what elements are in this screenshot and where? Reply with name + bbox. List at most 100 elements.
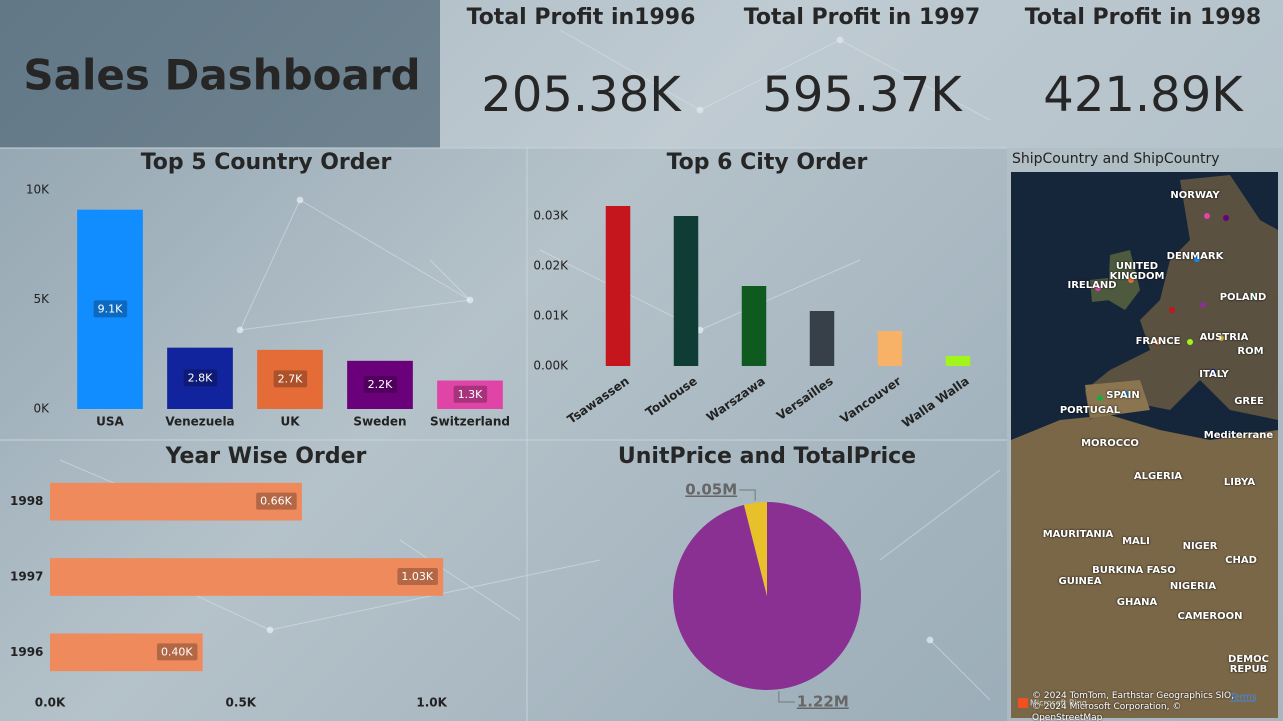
x-tick-label: Tsawassen bbox=[565, 374, 632, 427]
x-tick-label: UK bbox=[280, 415, 300, 429]
map-land bbox=[1011, 175, 1278, 718]
x-tick-label: Sweden bbox=[353, 415, 406, 429]
map-label: Mediterrane bbox=[1203, 431, 1274, 441]
x-tick-label: Switzerland bbox=[430, 415, 510, 429]
leader-line bbox=[778, 691, 795, 703]
value-label-bg bbox=[273, 370, 308, 388]
bar bbox=[50, 558, 444, 596]
kpi-value: 205.38K bbox=[481, 67, 682, 123]
x-tick-label: 1.0K bbox=[416, 696, 447, 710]
map-label: MALI bbox=[1122, 536, 1150, 547]
value-label: 2.2K bbox=[368, 378, 393, 391]
value-label: 0.40K bbox=[161, 645, 193, 658]
bar bbox=[945, 356, 971, 366]
value-label: 9.1K bbox=[98, 302, 123, 315]
value-label: 2.7K bbox=[278, 372, 303, 385]
map-label: DENMARK bbox=[1166, 251, 1224, 262]
value-label: 0.66K bbox=[260, 495, 292, 508]
kpi-value: 421.89K bbox=[1043, 67, 1244, 123]
chart-title: Top 5 Country Order bbox=[141, 150, 392, 175]
map-logo-icon bbox=[1018, 698, 1028, 708]
map-label: BURKINA FASO bbox=[1092, 565, 1176, 576]
x-tick-label: Walla Walla bbox=[899, 374, 971, 431]
bar bbox=[50, 633, 203, 672]
y-tick-label: 1998 bbox=[10, 494, 43, 508]
map-label: LIBYA bbox=[1223, 478, 1256, 488]
x-tick-label: Venezuela bbox=[165, 415, 234, 429]
map-label: GUINEA bbox=[1058, 576, 1102, 587]
value-label: 1.3K bbox=[458, 388, 483, 401]
bar bbox=[809, 311, 835, 366]
map-label: PORTUGAL bbox=[1059, 405, 1121, 416]
x-tick-label: Versailles bbox=[774, 374, 836, 423]
data-label: 0.05M bbox=[685, 481, 737, 499]
kpi-panel bbox=[440, 0, 1283, 148]
map-label: MAURITANIA bbox=[1042, 529, 1114, 540]
map-label: CHAD bbox=[1225, 556, 1257, 566]
value-label-bg bbox=[156, 643, 198, 661]
kpi-value: 595.37K bbox=[762, 67, 963, 123]
kpi-label: Total Profit in1996 bbox=[467, 5, 696, 30]
title-panel bbox=[0, 0, 440, 148]
x-tick-label: 0.5K bbox=[226, 696, 257, 710]
chart-title: Top 6 City Order bbox=[667, 150, 868, 175]
y-tick-label: 5K bbox=[33, 292, 50, 306]
value-label-bg bbox=[256, 492, 297, 510]
value-label: 2.8K bbox=[188, 371, 213, 384]
map-attribution: © 2024 TomTom, Earthstar Geographics SIO… bbox=[1032, 691, 1234, 721]
bar bbox=[437, 380, 503, 409]
data-label: 1.22M bbox=[797, 693, 849, 711]
x-tick-label: 0.0K bbox=[35, 696, 66, 710]
x-tick-label: Vancouver bbox=[837, 374, 903, 426]
value-label: 1.03K bbox=[401, 570, 433, 583]
x-tick-label: Warszawa bbox=[704, 374, 768, 425]
map-logo: Microsoft Bing bbox=[1030, 699, 1087, 708]
y-tick-label: 0K bbox=[33, 402, 50, 416]
value-label-bg bbox=[453, 385, 488, 403]
bar bbox=[877, 331, 903, 366]
y-tick-label: 0.02K bbox=[533, 259, 569, 273]
value-label-bg bbox=[93, 300, 128, 318]
bar bbox=[741, 286, 767, 366]
bar bbox=[167, 347, 233, 409]
y-tick-label: 10K bbox=[26, 183, 50, 197]
map-label: UNITED KINGDOM bbox=[1109, 261, 1165, 282]
map-label: FRANCE bbox=[1135, 336, 1181, 347]
pie-slice bbox=[743, 502, 767, 596]
map-label: ALGERIA bbox=[1133, 471, 1183, 482]
map-label: GREE bbox=[1234, 397, 1264, 407]
y-tick-label: 0.03K bbox=[533, 209, 569, 223]
bar bbox=[257, 349, 323, 409]
map-label: NORWAY bbox=[1170, 190, 1220, 201]
x-tick-label: USA bbox=[96, 415, 124, 429]
bar bbox=[77, 209, 143, 409]
kpi-label: Total Profit in 1998 bbox=[1025, 5, 1261, 30]
value-label-bg bbox=[363, 375, 398, 393]
chart-title: UnitPrice and TotalPrice bbox=[618, 444, 916, 469]
map-terms[interactable]: Terms bbox=[1229, 693, 1257, 703]
map-label: GHANA bbox=[1116, 597, 1158, 608]
map-label: NIGER bbox=[1182, 541, 1218, 552]
y-tick-label: 1996 bbox=[10, 645, 43, 659]
y-tick-label: 0.01K bbox=[533, 309, 569, 323]
leader-line bbox=[739, 489, 756, 501]
value-label-bg bbox=[183, 369, 218, 387]
map-title: ShipCountry and ShipCountry bbox=[1012, 151, 1220, 167]
y-tick-label: 1997 bbox=[10, 570, 43, 584]
map-label: MOROCCO bbox=[1081, 438, 1139, 449]
map-label: NIGERIA bbox=[1169, 581, 1217, 592]
bar bbox=[347, 360, 413, 409]
map-dots bbox=[1095, 213, 1257, 401]
map-label: DEMOC REPUB bbox=[1228, 655, 1269, 675]
bar bbox=[50, 482, 302, 521]
chart-title: Year Wise Order bbox=[165, 444, 367, 469]
map-label: CAMEROON bbox=[1177, 611, 1243, 622]
bar bbox=[673, 216, 699, 366]
bar bbox=[605, 206, 631, 366]
value-label-bg bbox=[397, 568, 438, 585]
map-label: ITALY bbox=[1199, 369, 1229, 380]
map-label: POLAND bbox=[1219, 293, 1267, 303]
dashboard-title: Sales Dashboard bbox=[23, 51, 420, 100]
